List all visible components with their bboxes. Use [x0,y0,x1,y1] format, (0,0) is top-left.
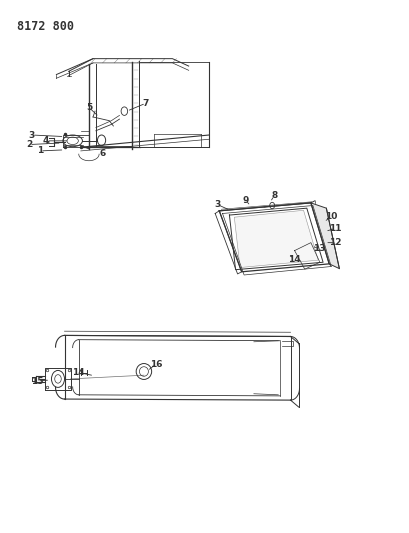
Polygon shape [310,203,339,269]
Text: 7: 7 [142,99,149,108]
Text: 13: 13 [312,244,324,253]
Text: 1: 1 [37,147,43,156]
Text: 5: 5 [85,103,92,112]
Text: 2: 2 [26,140,32,149]
Text: 8: 8 [270,191,276,200]
Text: 10: 10 [324,212,337,221]
Text: 14: 14 [288,255,300,264]
Text: 8172 800: 8172 800 [17,20,74,33]
Text: 14: 14 [72,368,85,377]
Polygon shape [234,211,317,268]
Text: 4: 4 [43,136,49,146]
Text: 15: 15 [31,376,43,385]
Text: 16: 16 [150,360,162,368]
Text: 9: 9 [242,196,248,205]
Text: 11: 11 [328,224,341,233]
Text: 3: 3 [29,131,35,140]
Text: 6: 6 [99,149,105,158]
Text: 12: 12 [328,238,341,247]
Text: 3: 3 [213,200,220,209]
